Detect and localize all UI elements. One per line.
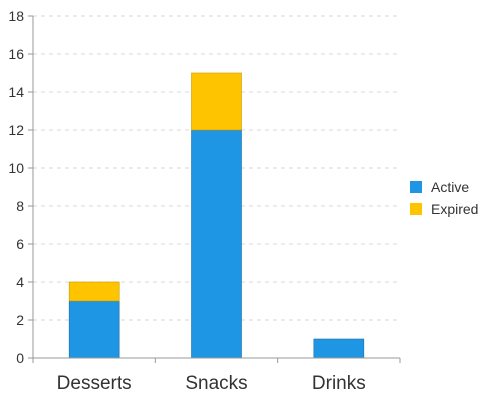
x-category-label: Desserts — [57, 373, 132, 394]
y-tick-label: 2 — [16, 312, 24, 328]
y-tick-label: 12 — [8, 122, 24, 138]
y-tick-label: 16 — [8, 46, 24, 62]
y-tick-label: 8 — [16, 198, 24, 214]
x-category-label: Snacks — [185, 373, 247, 394]
bar-snacks-expired[interactable] — [191, 72, 242, 131]
y-tick-label: 10 — [8, 160, 24, 176]
y-tick-label: 0 — [16, 350, 24, 366]
legend-swatch — [410, 181, 422, 193]
gridlines — [33, 15, 400, 321]
bar-snacks-active[interactable] — [191, 129, 242, 359]
legend-item-expired[interactable]: Expired — [410, 201, 478, 217]
y-tick-label: 4 — [16, 274, 24, 290]
legend-swatch — [410, 203, 422, 215]
bar-drinks-active[interactable] — [313, 338, 365, 359]
legend-label: Active — [431, 179, 469, 195]
legend[interactable]: Active Expired — [410, 179, 478, 217]
bars — [68, 72, 365, 359]
bar-desserts-expired[interactable] — [68, 281, 120, 302]
axes — [32, 16, 400, 359]
x-category-label: Drinks — [312, 373, 366, 394]
y-tick-label: 18 — [8, 8, 24, 24]
y-axis-ticks: 0 2 4 6 8 10 12 14 16 18 — [8, 8, 33, 366]
y-tick-label: 6 — [16, 236, 24, 252]
bar-desserts-active[interactable] — [68, 300, 120, 359]
y-tick-label: 14 — [8, 84, 24, 100]
legend-label: Expired — [431, 201, 478, 217]
legend-item-active[interactable]: Active — [410, 179, 469, 195]
x-axis-categories: Desserts Snacks Drinks — [32, 358, 401, 394]
